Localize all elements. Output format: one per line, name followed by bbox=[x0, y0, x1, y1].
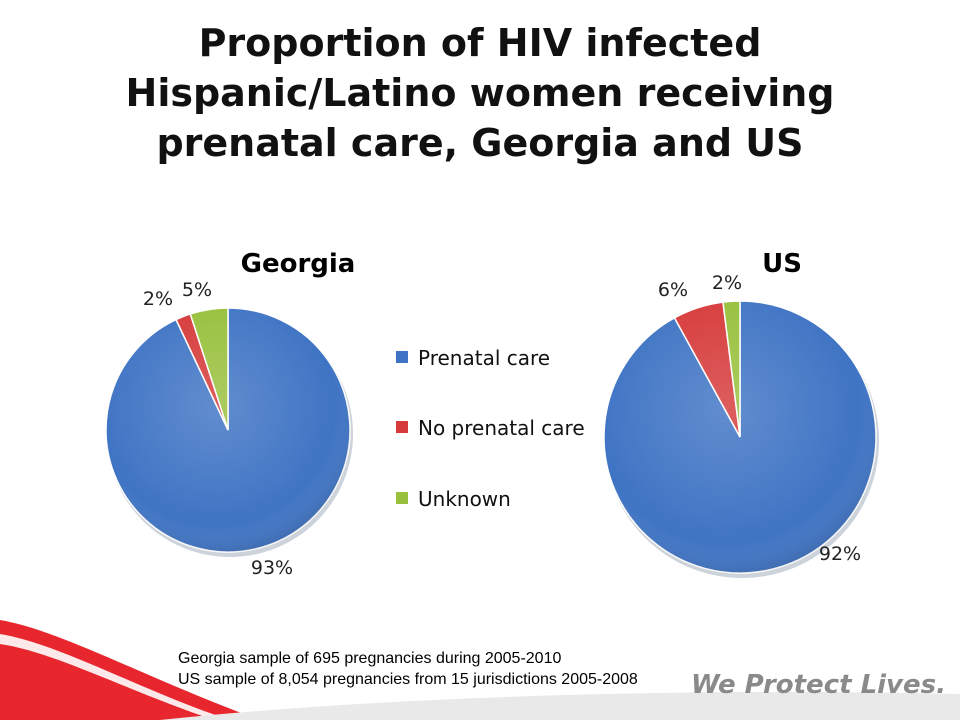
legend-item: Prenatal care bbox=[396, 346, 550, 370]
pie-gloss bbox=[604, 301, 876, 573]
footnote-line: US sample of 8,054 pregnancies from 15 j… bbox=[178, 671, 638, 688]
pie-charts: Georgia 93% 2% 5% US 92% 6% 2% Prenatal … bbox=[105, 249, 879, 579]
tagline: We Protect Lives. bbox=[690, 670, 946, 700]
legend-label: No prenatal care bbox=[418, 416, 585, 440]
legend-item: No prenatal care bbox=[396, 416, 585, 440]
slide-title: Proportion of HIV infected Hispanic/Lati… bbox=[60, 18, 900, 168]
decorative-swoosh bbox=[0, 620, 960, 720]
data-label: 2% bbox=[712, 272, 742, 294]
pie-title: Georgia bbox=[241, 249, 356, 279]
data-label: 93% bbox=[251, 557, 293, 579]
pie-gloss bbox=[106, 308, 350, 552]
data-label: 92% bbox=[819, 543, 861, 565]
legend-swatch bbox=[396, 492, 408, 504]
pie-georgia: Georgia 93% 2% 5% bbox=[105, 249, 356, 579]
swoosh-red bbox=[0, 620, 260, 720]
swoosh-white-stripe bbox=[0, 634, 230, 720]
footnote-line: Georgia sample of 695 pregnancies during… bbox=[178, 650, 562, 667]
data-label: 6% bbox=[658, 279, 688, 301]
title-line: Hispanic/Latino women receiving bbox=[125, 71, 835, 115]
legend-label: Prenatal care bbox=[418, 346, 550, 370]
title-line: Proportion of HIV infected bbox=[198, 21, 762, 65]
title-line: prenatal care, Georgia and US bbox=[156, 121, 804, 165]
footnote: Georgia sample of 695 pregnancies during… bbox=[178, 648, 638, 690]
pie-us: US 92% 6% 2% bbox=[603, 249, 879, 578]
pie-title: US bbox=[762, 249, 802, 279]
data-label: 2% bbox=[143, 288, 173, 310]
legend-item: Unknown bbox=[396, 487, 511, 511]
swoosh-gray bbox=[160, 691, 960, 720]
legend: Prenatal care No prenatal care Unknown bbox=[396, 346, 585, 511]
data-label: 5% bbox=[182, 279, 212, 301]
legend-label: Unknown bbox=[418, 487, 511, 511]
legend-swatch bbox=[396, 421, 408, 433]
legend-swatch bbox=[396, 351, 408, 363]
